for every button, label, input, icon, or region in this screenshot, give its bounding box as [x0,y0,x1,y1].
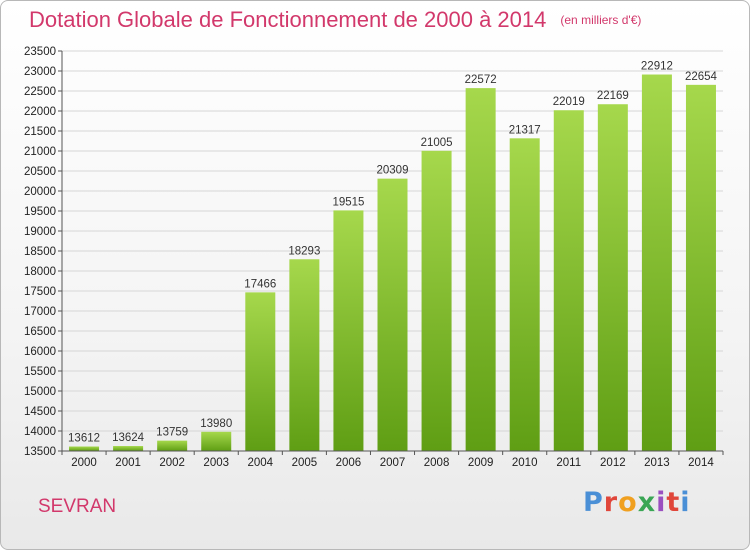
chart-title: Dotation Globale de Fonctionnement de 20… [29,7,641,33]
data-label-2000: 13612 [68,433,100,445]
bar-2009 [465,88,496,452]
data-label-2001: 13624 [112,432,145,444]
logo-letter: r [603,487,619,518]
y-tick-label: 16500 [24,326,56,338]
y-tick-label: 15500 [24,366,56,378]
y-tick-label: 21000 [24,146,56,158]
data-label-2010: 21317 [509,124,541,136]
y-tick-label: 20000 [24,186,56,198]
bar-2012 [597,104,628,452]
bar-2000 [69,446,100,451]
data-label-2009: 22572 [465,74,497,86]
data-label-2007: 20309 [377,165,409,177]
x-tick-label: 2009 [468,457,494,469]
data-label-2014: 22654 [685,71,718,83]
x-tick-label: 2010 [512,457,538,469]
y-tick-label: 19500 [24,206,56,218]
logo-letter: o [618,487,638,518]
bar-2002 [157,440,188,451]
y-tick-label: 15000 [24,386,56,398]
y-tick-label: 17500 [24,286,56,298]
proxiti-logo[interactable]: Proxiti [583,487,691,518]
y-tick-label: 18500 [24,246,56,258]
data-label-2013: 22912 [641,61,673,73]
y-tick-label: 23500 [24,46,56,58]
y-tick-label: 14500 [24,406,56,418]
x-tick-label: 2004 [248,457,274,469]
data-label-2005: 18293 [288,245,320,257]
y-tick-label: 23000 [24,66,56,78]
bar-2006 [333,210,364,451]
x-tick-label: 2003 [203,457,229,469]
y-tick-label: 14000 [24,426,56,438]
bar-2005 [289,259,320,451]
data-label-2003: 13980 [200,418,232,430]
x-tick-label: 2013 [644,457,670,469]
x-tick-label: 2005 [292,457,318,469]
chart-subtitle: (en milliers d'€) [560,13,642,27]
x-tick-label: 2011 [556,457,581,469]
y-tick-label: 17000 [24,306,56,318]
logo-letter: x [637,487,657,518]
logo-letter: P [583,487,604,518]
y-tick-label: 19000 [24,226,56,238]
bar-2013 [641,74,672,452]
data-label-2008: 21005 [421,137,453,149]
x-tick-label: 2006 [336,457,362,469]
bar-2004 [245,292,276,451]
bars [69,74,716,452]
bar-2011 [553,110,584,452]
data-label-2012: 22169 [597,90,629,102]
x-tick-label: 2012 [600,457,626,469]
x-tick-label: 2000 [71,457,97,469]
bar-2007 [377,178,408,451]
y-axis-ticks: 13500 14000 14500 15000 15500 16000 16500 17000… [24,46,62,458]
data-label-2002: 13759 [156,427,188,439]
data-label-2011: 22019 [553,96,585,108]
y-tick-label: 18000 [24,266,56,278]
y-tick-label: 16000 [24,346,56,358]
x-tick-label: 2002 [159,457,185,469]
y-tick-label: 20500 [24,166,56,178]
bar-2008 [421,150,452,452]
y-tick-label: 21500 [24,126,56,138]
logo-letter: t [666,487,681,518]
y-tick-label: 22500 [24,86,56,98]
data-label-2004: 17466 [244,278,276,290]
logo-letter: i [680,487,691,518]
bar-2014 [685,84,716,451]
bar-2010 [509,138,540,451]
y-tick-label: 22000 [24,106,56,118]
bar-2001 [113,446,144,451]
place-name: SEVRAN [38,496,117,517]
x-tick-label: 2001 [115,457,141,469]
x-axis-ticks: 2000 2001 2002 2003 2004 2005 2006 2007 2008 2009… [61,451,724,469]
y-tick-label: 13500 [24,446,56,458]
data-labels: 13612 13624 13759 13980 17466 18293 19515 20309… [68,61,718,445]
logo-letter: i [656,487,667,518]
data-label-2006: 19515 [332,196,364,208]
x-tick-label: 2014 [688,457,714,469]
x-tick-label: 2008 [424,457,450,469]
x-tick-label: 2007 [380,457,406,469]
bar-2003 [201,431,232,451]
chart-title-text: Dotation Globale de Fonctionnement de 20… [29,7,547,32]
